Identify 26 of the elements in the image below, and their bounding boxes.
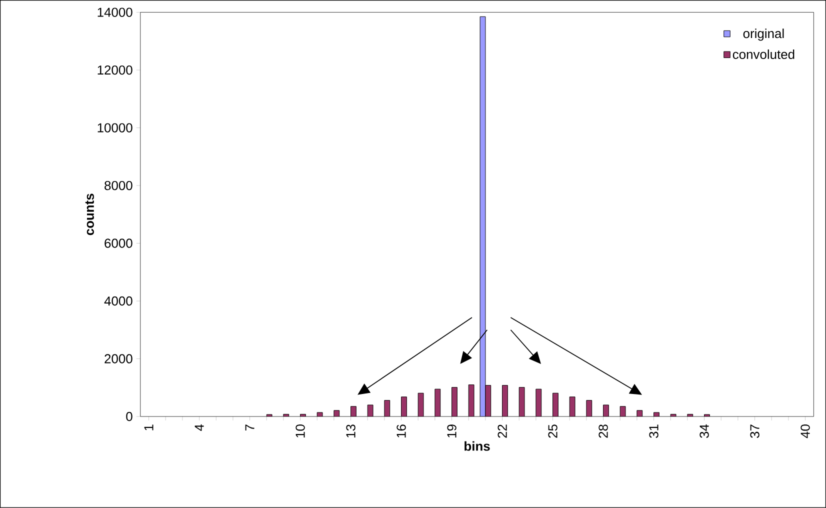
y-tick-label: 14000 bbox=[98, 8, 132, 17]
y-tick-label: 6000 bbox=[104, 238, 132, 248]
legend-label: original bbox=[743, 28, 784, 41]
y-axis-title: counts bbox=[85, 194, 94, 236]
x-tick-label: 28 bbox=[598, 424, 608, 438]
y-tick-label: 4000 bbox=[104, 296, 132, 306]
y-tick-label: 0 bbox=[126, 412, 132, 422]
y-tick-label: 12000 bbox=[98, 66, 132, 75]
x-tick-label: 10 bbox=[296, 424, 305, 438]
legend-label: convoluted bbox=[732, 50, 794, 60]
x-tick-label: 4 bbox=[194, 424, 204, 432]
x-tick-label: 22 bbox=[498, 424, 507, 438]
x-tick-label: 7 bbox=[245, 424, 254, 431]
y-tick-label: 8000 bbox=[104, 181, 132, 190]
x-tick-label: 25 bbox=[548, 424, 558, 438]
x-tick-label: 37 bbox=[750, 424, 760, 438]
y-tick-label: 10000 bbox=[98, 123, 132, 132]
x-axis-title: bins bbox=[464, 441, 490, 451]
x-tick-label: 1 bbox=[144, 424, 154, 430]
x-tick-label: 34 bbox=[700, 424, 709, 438]
y-tick-label: 2000 bbox=[104, 354, 132, 364]
x-tick-label: 31 bbox=[649, 424, 658, 438]
x-tick-label: 13 bbox=[346, 424, 356, 438]
x-tick-label: 40 bbox=[800, 424, 810, 438]
x-tick-label: 19 bbox=[447, 424, 456, 438]
x-tick-label: 16 bbox=[396, 424, 406, 438]
